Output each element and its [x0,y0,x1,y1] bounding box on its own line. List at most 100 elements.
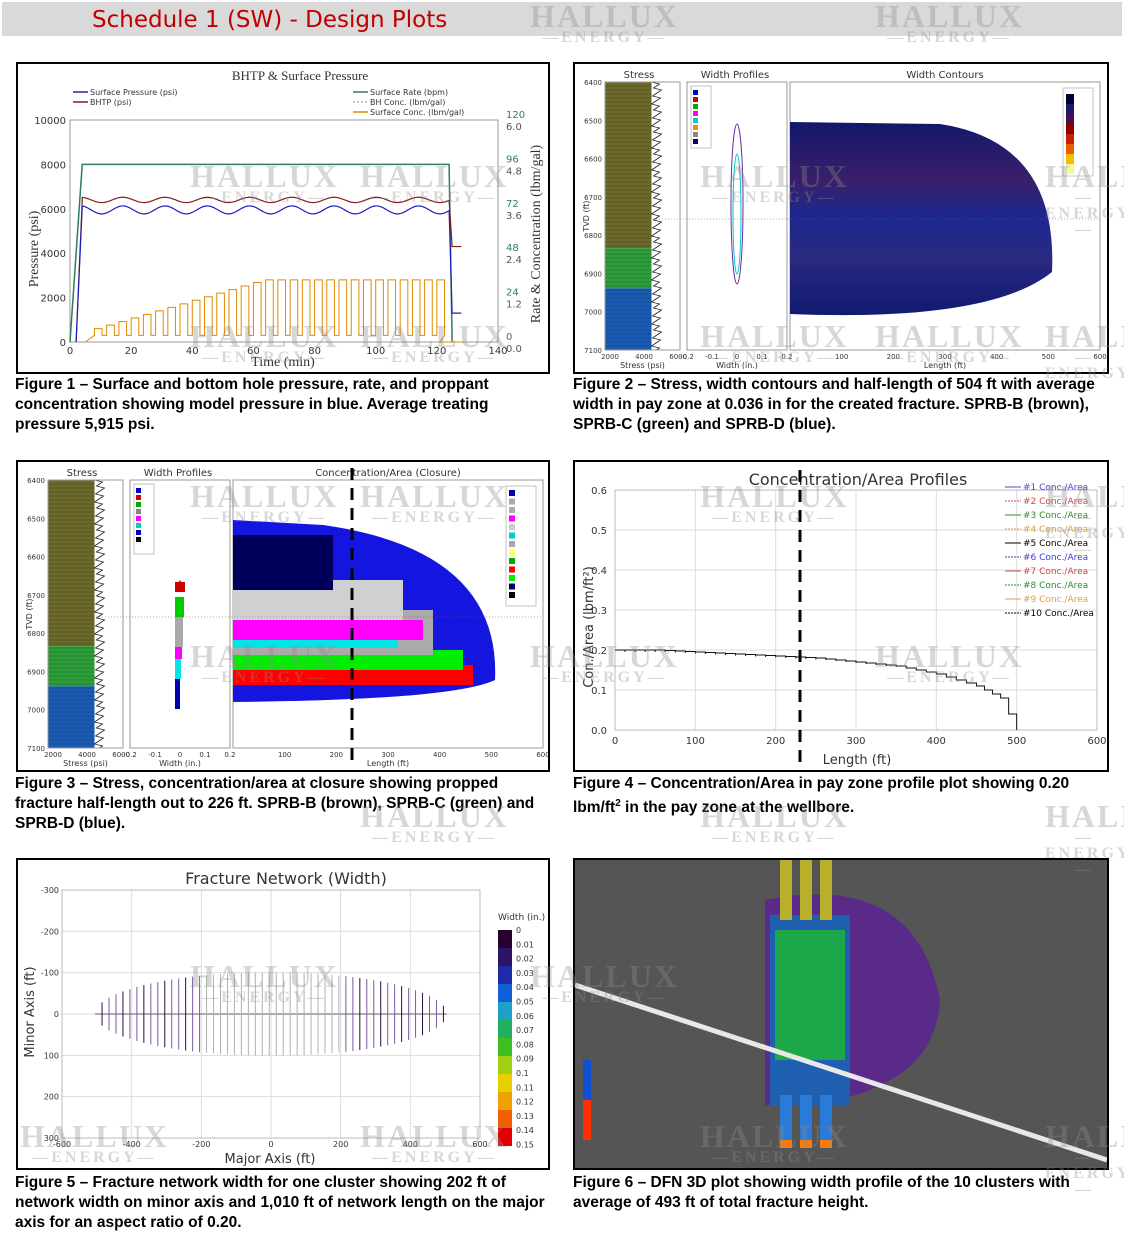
fig2-width-legend-swatch [693,90,698,95]
fig3-len-xtick: 400 [433,751,446,759]
fig3-depth-tick: 7000 [27,707,45,715]
figure-6-3d-plot [575,860,1107,1168]
fig5-ytick: -300 [41,886,59,895]
fig1-y2-conc-tick: 6.0 [506,122,522,133]
fig1-plot-area: 0 20 40 60 80 100 120 140 0 2000 4000 6000 8000 10000… [34,110,525,357]
fig5-xtick: -400 [123,1140,141,1149]
figure-6-caption: Figure 6 – DFN 3D plot showing width pro… [573,1174,1070,1211]
fig3-width-legend-swatch [136,523,141,528]
fig6-well-bottom [800,1095,812,1145]
fig1-y2-rate-tick: 48 [506,243,519,254]
fig2-colorbar-swatch [1066,134,1074,144]
fig4-legend-label: #5 Conc./Area [1023,539,1088,549]
fig3-colorbar-swatch [509,549,515,556]
fig3-stress-trace [93,479,106,749]
fig5-cbar-tick: 0.02 [516,955,534,964]
fig4-xtick: 200 [766,736,785,747]
fig4-ytick: 0.5 [591,526,607,537]
fig3-stress-band [48,646,95,687]
fig2-depth-tick: 7000 [584,309,602,317]
fig4-legend-label: #1 Conc./Area [1023,483,1088,493]
fig3-len-xtick: 500 [485,751,498,759]
fig5-colorbar-swatch [498,1002,512,1020]
fig1-legend-1: Surface Pressure (psi) [90,88,177,97]
fig2-depth-tick: 6400 [584,79,602,87]
fig1-y2-conc-tick: 0.0 [506,344,522,355]
fig5-title: Fracture Network (Width) [185,869,387,888]
fig2-stress-xtick: 4000 [635,353,653,361]
fig1-ytick: 4000 [41,249,66,260]
fig4-xtick: 0 [612,736,618,747]
fig3-width-xtick: -0.2 [123,751,137,759]
fig5-colorbar-swatch [498,1038,512,1056]
fig3-width-profile-band [175,659,181,679]
fig1-series-surface-conc [84,279,462,343]
fig3-width-profile-band [175,647,182,659]
fig2-colorbar-swatch [1066,124,1074,134]
fig5-xtick: -600 [53,1140,71,1149]
fig6-well-bottom [780,1095,792,1145]
fig2-len-xtick: 200 [887,353,900,361]
fig2-len-xlabel: Length (ft) [924,361,966,370]
fig3-stress-xtick: 2000 [44,751,62,759]
fig5-plot-frame [61,889,481,1139]
fig3-depth-tick: 7100 [27,745,45,753]
fig3-colorbar-swatch [509,541,515,547]
fig3-colorbar-swatch [509,490,515,496]
fig3-width-xtick: 0.2 [224,751,235,759]
fig3-width-legend-swatch [136,502,141,507]
figure-2-chart: Stress Width Profiles Width Contours 6400 65… [582,70,1107,370]
fig5-cbar-tick: 0.13 [516,1112,534,1121]
fig5-cbar-tick: 0.11 [516,1083,534,1092]
fig5-cbar-tick: 0.07 [516,1026,534,1035]
fig1-y2-rate-tick: 0 [506,332,512,343]
fig5-ylabel: Minor Axis (ft) [23,966,38,1057]
fig3-depth-tick: 6800 [27,630,45,638]
fig3-stress-xtick: 4000 [78,751,96,759]
fig4-ytick: 0.0 [591,726,607,737]
fig2-title-contours: Width Contours [906,70,983,81]
fig2-width-xtick: -0.1 [705,353,719,361]
fig6-well-top [780,860,792,920]
figure-3-caption: Figure 3 – Stress, concentration/area at… [15,775,535,832]
fig4-xtick: 100 [686,736,705,747]
fig2-tvd-label: TVD (ft) [582,200,591,232]
fig2-width-profile-inner [732,153,742,275]
fig1-legend-2: BHTP (psi) [90,98,131,107]
fig5-cbar-tick: 0.01 [516,940,534,949]
fig2-stress-band [605,248,652,289]
fig1-ytick: 6000 [41,205,66,216]
fig4-legend-label: #10 Conc./Area [1023,609,1094,619]
fig3-width-legend-box [133,483,155,555]
fig3-width-legend-swatch [136,488,141,493]
fig3-width-legend-swatch [136,495,141,500]
fig2-stress-frame [604,81,681,351]
fig5-xtick: -200 [192,1140,210,1149]
fig2-stress-xlabel: Stress (psi) [620,361,665,370]
fig3-tvd-label: TVD (ft) [25,598,34,630]
fig1-xtick: 0 [67,346,73,357]
fig3-width-legend-swatch [136,509,141,514]
fig2-depth-tick: 6500 [584,117,602,125]
fig4-xtick: 300 [846,736,865,747]
fig3-len-xlabel: Length (ft) [367,759,409,768]
fig6-colorbar-top [583,1060,591,1100]
figure-4-chart: Concentration/Area Profiles Con./Area (l… [582,470,1107,768]
figure-5-caption: Figure 5 – Fracture network width for on… [15,1174,545,1231]
fig4-xtick: 500 [1007,736,1026,747]
fig1-series-surface-pressure [75,205,462,343]
watermark-line2: —ENERGY— [712,829,837,846]
fig3-depth-tick: 6600 [27,554,45,562]
fig3-stress-xtick: 6000 [112,751,130,759]
fig2-colorbar-swatch [1066,114,1074,124]
fig4-xtick: 400 [927,736,946,747]
fig1-y2-conc-tick: 1.2 [506,300,522,311]
fig1-y2-rate-tick: 96 [506,154,519,165]
fig5-cbar-tick: 0.09 [516,1055,534,1064]
fig1-xlabel: Time (min) [251,355,315,370]
fig5-ytick: -100 [41,969,59,978]
fig4-ylabel: Con./Area (lbm/ft²) [582,566,597,688]
figure-5-chart: Fracture Network (Width) Minor Axis (ft)… [23,869,545,1167]
fig2-depth-tick: 6600 [584,156,602,164]
fig2-width-xtick: -0.2 [680,353,694,361]
